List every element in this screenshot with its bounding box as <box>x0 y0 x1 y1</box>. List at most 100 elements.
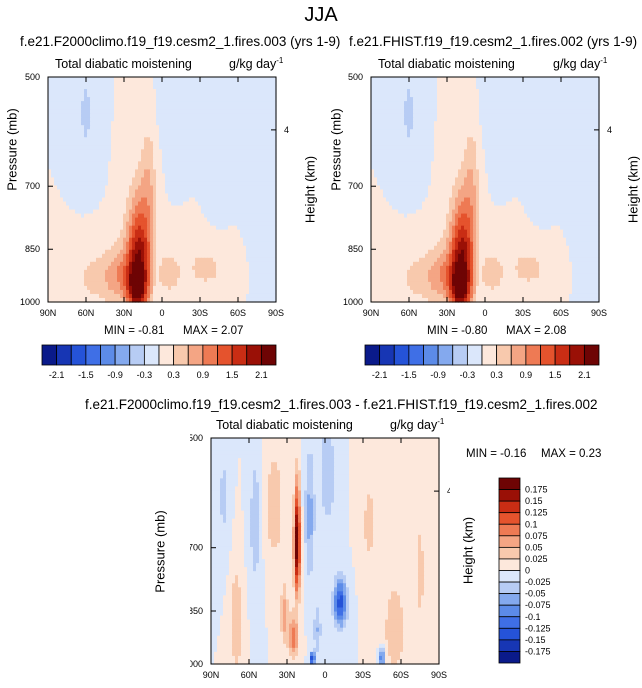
contour-cell <box>404 77 408 82</box>
contour-cell <box>219 97 223 102</box>
contour-cell <box>66 117 70 122</box>
contour-cell <box>108 153 112 158</box>
contour-cell <box>168 145 172 150</box>
contour-cell <box>177 81 181 86</box>
contour-cell <box>255 177 259 183</box>
contour-cell <box>554 101 558 106</box>
contour-cell <box>48 293 52 299</box>
contour-cell <box>66 181 70 187</box>
contour-cell <box>252 193 256 199</box>
contour-cell <box>234 117 238 122</box>
contour-cell <box>168 141 172 146</box>
contour-cell <box>117 165 121 171</box>
colorbar-label: -1.5 <box>78 370 94 380</box>
contour-cell <box>201 97 205 102</box>
contour-cell <box>99 229 103 235</box>
contour-cell <box>117 77 121 82</box>
contour-cell <box>138 257 142 263</box>
contour-cell <box>228 289 232 295</box>
contour-cell <box>428 77 432 82</box>
contour-cell <box>171 121 175 126</box>
contour-cell <box>264 157 268 162</box>
contour-cell <box>138 101 142 106</box>
contour-cell <box>78 93 82 98</box>
contour-cell <box>273 273 277 279</box>
contour-cell <box>374 101 378 106</box>
contour-cell <box>183 93 187 98</box>
contour-cell <box>105 129 109 134</box>
x-tick-label: 60N <box>78 308 95 318</box>
contour-cell <box>81 137 85 142</box>
contour-cell <box>174 213 178 219</box>
contour-cell <box>252 185 256 191</box>
contour-cell <box>587 81 591 86</box>
contour-cell <box>252 117 256 122</box>
contour-cell <box>596 85 600 90</box>
contour-cell <box>105 277 109 283</box>
contour-cell <box>210 149 214 154</box>
contour-cell <box>243 117 247 122</box>
contour-cell <box>243 97 247 102</box>
contour-cell <box>213 177 217 183</box>
contour-cell <box>138 93 142 98</box>
contour-cell <box>120 165 124 171</box>
contour-cell <box>165 185 169 191</box>
contour-cell <box>120 281 124 287</box>
contour-cell <box>210 201 214 207</box>
contour-cell <box>210 197 214 203</box>
contour-cell <box>270 89 274 94</box>
contour-cell <box>72 241 76 247</box>
contour-cell <box>132 121 136 126</box>
contour-cell <box>210 117 214 122</box>
contour-cell <box>455 81 459 86</box>
contour-cell <box>455 97 459 102</box>
contour-cell <box>111 145 115 150</box>
contour-cell <box>162 201 166 207</box>
contour-cell <box>240 225 244 231</box>
contour-cell <box>135 205 139 211</box>
contour-cell <box>207 105 211 110</box>
contour-cell <box>132 149 136 154</box>
contour-cell <box>129 101 133 106</box>
contour-cell <box>57 273 61 279</box>
contour-cell <box>386 81 390 86</box>
contour-cell <box>87 229 91 235</box>
contour-cell <box>180 117 184 122</box>
contour-cell <box>255 169 259 175</box>
contour-cell <box>392 101 396 106</box>
contour-cell <box>240 177 244 183</box>
contour-cell <box>213 77 217 82</box>
contour-cell <box>261 221 265 227</box>
contour-cell <box>153 185 157 191</box>
contour-cell <box>228 109 232 114</box>
contour-cell <box>165 137 169 142</box>
contour-cell <box>267 217 271 223</box>
contour-cell <box>470 77 474 82</box>
contour-cell <box>512 77 516 82</box>
contour-cell <box>162 157 166 162</box>
contour-cell <box>413 89 417 94</box>
contour-cell <box>183 109 187 114</box>
contour-cell <box>201 149 205 154</box>
contour-cell <box>108 297 112 303</box>
contour-cell <box>506 85 510 90</box>
contour-cell <box>66 257 70 263</box>
contour-cell <box>153 201 157 207</box>
contour-cell <box>252 97 256 102</box>
contour-cell <box>449 81 453 86</box>
contour-cell <box>120 181 124 187</box>
contour-cell <box>222 113 226 118</box>
contour-cell <box>407 93 411 98</box>
contour-cell <box>240 181 244 187</box>
contour-cell <box>249 277 253 283</box>
contour-cell <box>114 205 118 211</box>
contour-cell <box>165 213 169 219</box>
contour-cell <box>228 77 232 82</box>
contour-cell <box>240 245 244 251</box>
contour-cell <box>228 137 232 142</box>
contour-cell <box>210 245 214 251</box>
contour-cell <box>57 141 61 146</box>
contour-cell <box>243 241 247 247</box>
contour-cell <box>72 169 76 175</box>
contour-cell <box>575 81 579 86</box>
